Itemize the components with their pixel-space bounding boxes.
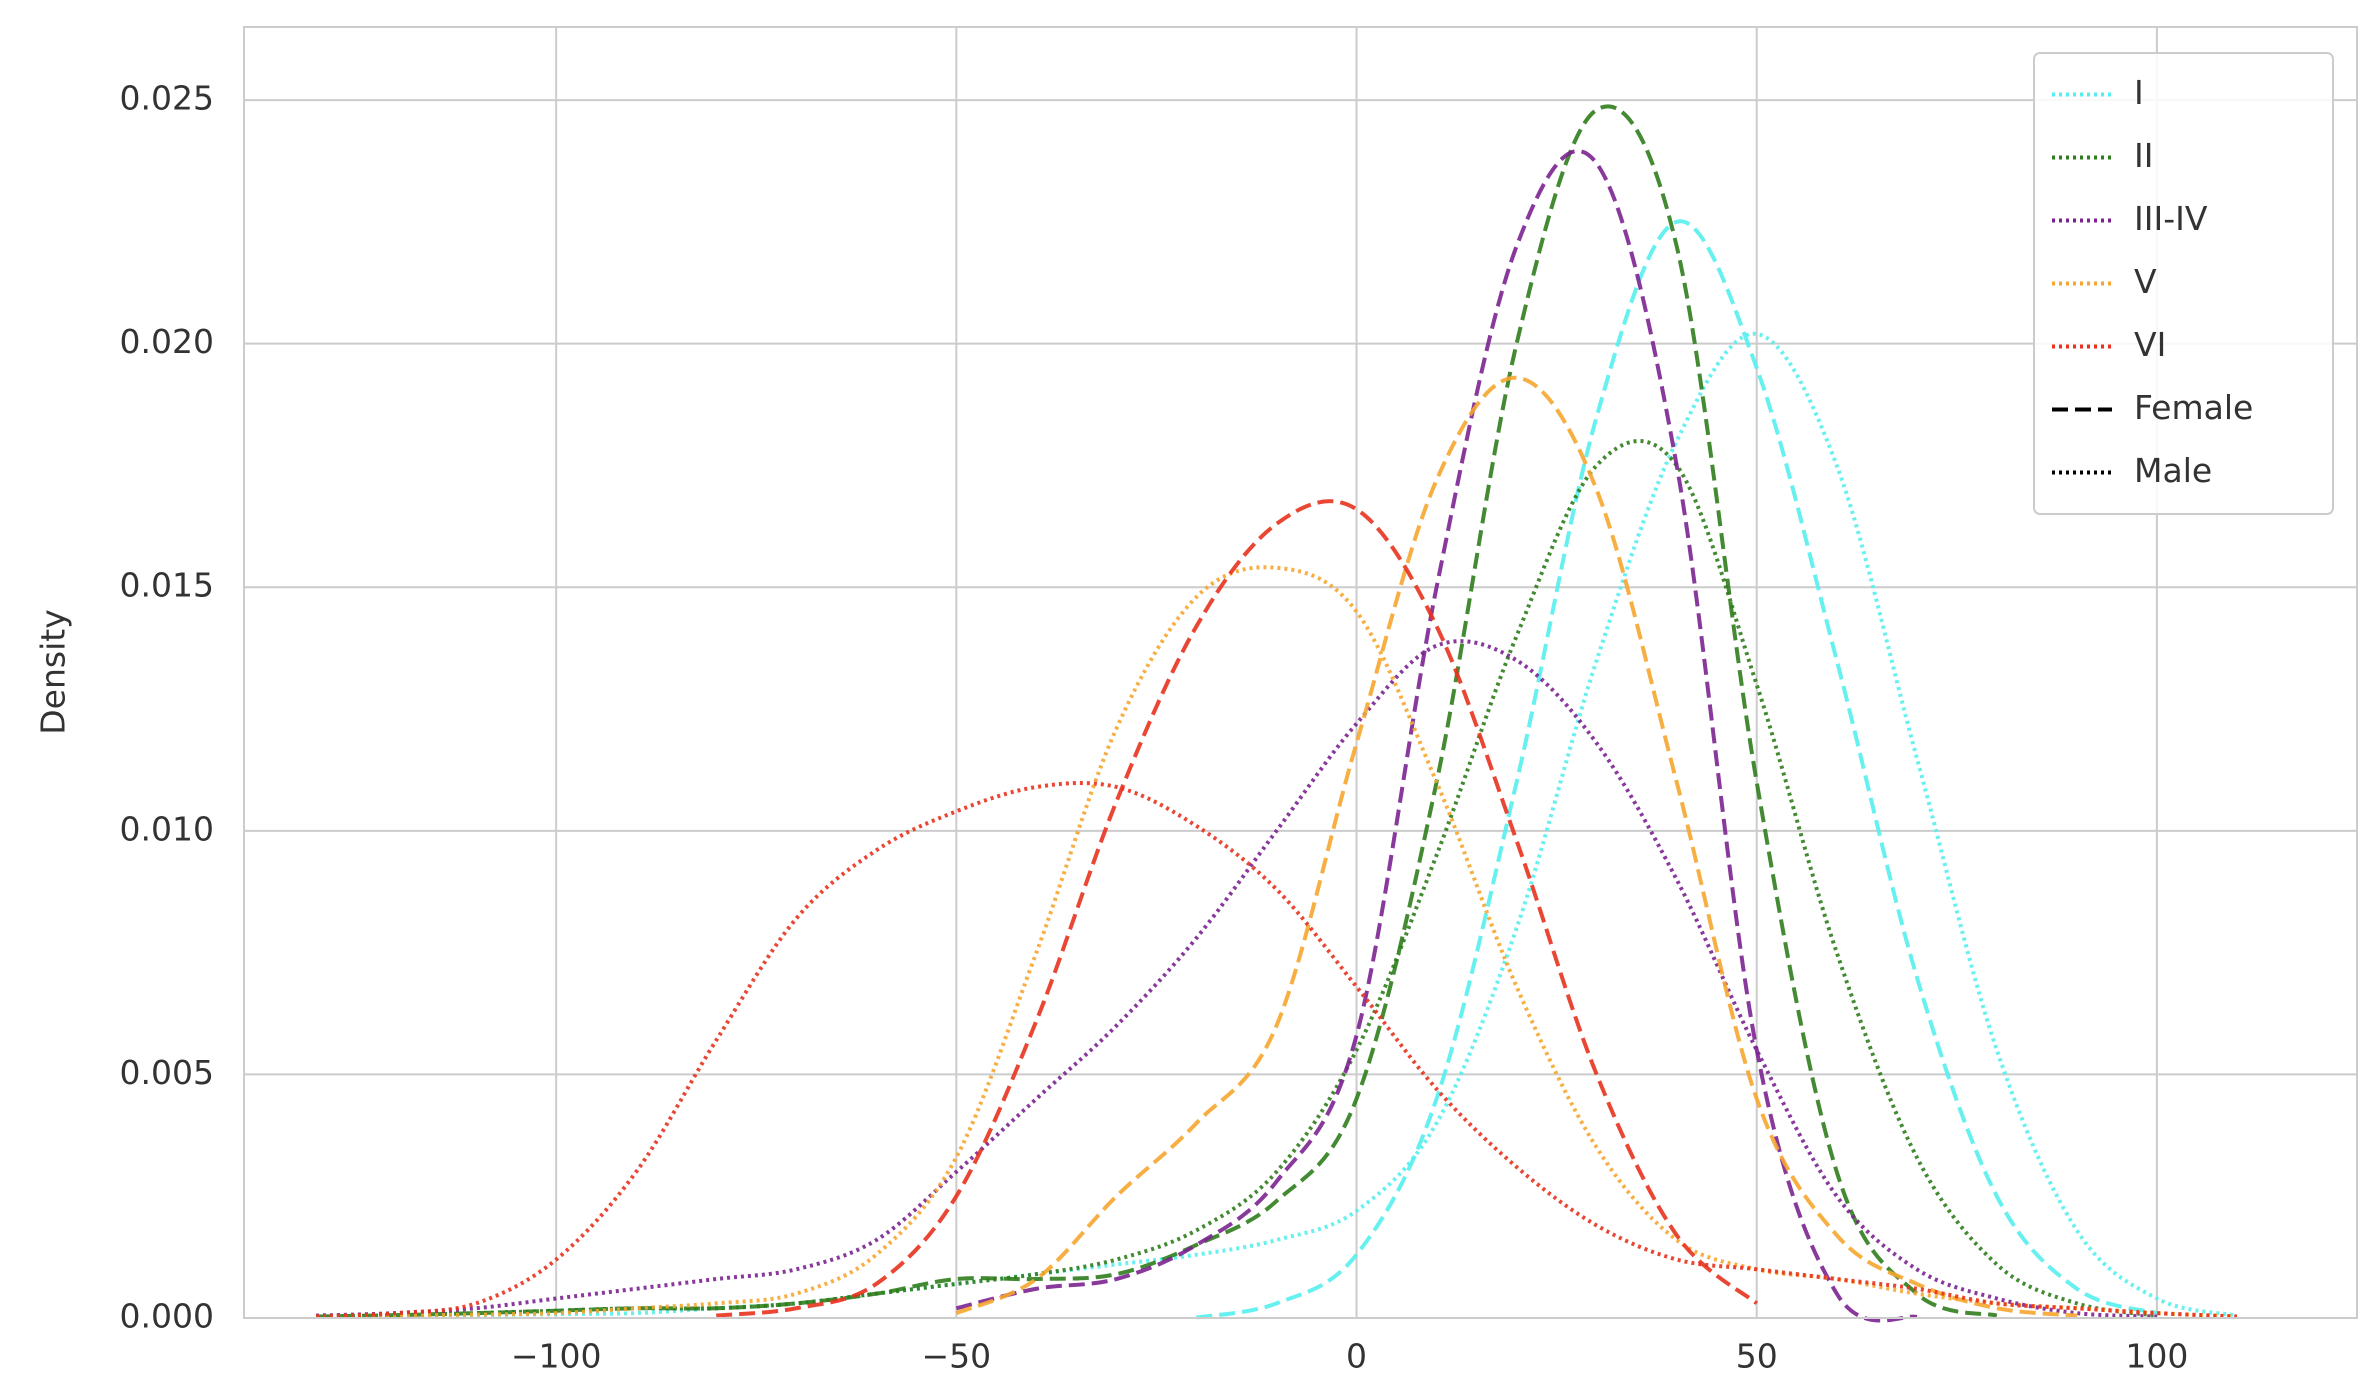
curves (315, 104, 2238, 1323)
y-tick-label: 0.005 (120, 1053, 214, 1092)
x-tick-label: −50 (922, 1337, 992, 1376)
x-tick-label: −100 (511, 1337, 602, 1376)
density-curve (955, 375, 2078, 1318)
legend-label: I (2134, 73, 2144, 112)
density-curve (315, 439, 2158, 1319)
density-curve (716, 499, 1759, 1318)
x-tick-label: 50 (1736, 1337, 1778, 1376)
plot-frame (243, 26, 2358, 1319)
density-curve (955, 149, 1918, 1323)
legend-label: III-IV (2134, 199, 2208, 238)
legend-label: Male (2134, 451, 2212, 490)
y-tick-label: 0.025 (120, 79, 214, 118)
y-tick-label: 0.000 (120, 1297, 214, 1336)
density-curve (315, 639, 2157, 1319)
y-tick-label: 0.010 (120, 809, 214, 848)
density-curve (316, 565, 2238, 1319)
density-curve (315, 104, 1998, 1319)
legend-label: V (2134, 262, 2157, 301)
y-tick-label: 0.015 (120, 566, 214, 605)
x-tick-label: 100 (2125, 1337, 2188, 1376)
x-tick-label: 0 (1346, 1337, 1367, 1376)
legend-label: II (2134, 136, 2153, 175)
density-curve (315, 781, 2238, 1319)
legend-box (2033, 52, 2334, 515)
legend-label: VI (2134, 325, 2166, 364)
density-curve (1196, 219, 2158, 1320)
y-tick-label: 0.020 (120, 322, 214, 361)
y-axis-label: Density (34, 609, 73, 734)
legend-label: Female (2134, 388, 2253, 427)
